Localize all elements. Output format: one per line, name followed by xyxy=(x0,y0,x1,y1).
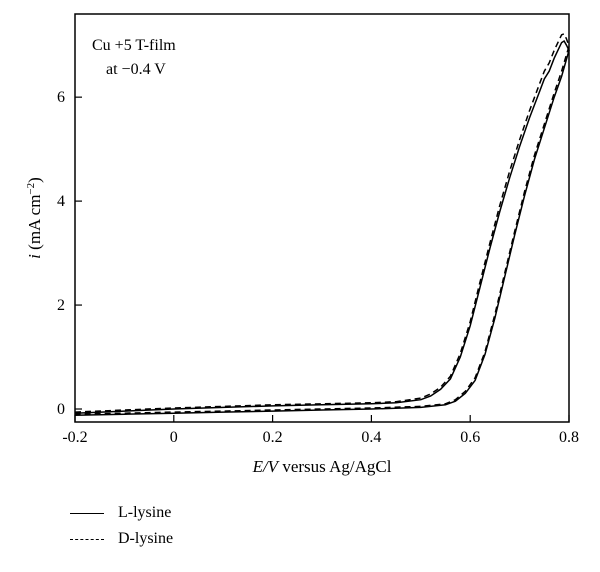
series-line-d-lysine xyxy=(74,32,570,415)
y-tick-label: 2 xyxy=(57,297,65,314)
y-tick-label: 0 xyxy=(57,401,65,418)
legend-label-d-lysine: D-lysine xyxy=(118,530,174,547)
series-group xyxy=(74,32,570,416)
legend-solid-line-swatch xyxy=(70,512,104,514)
annotation-line-2: at −0.4 V xyxy=(106,61,166,78)
plot-frame xyxy=(74,13,570,423)
y-axis-title: i (mA cm−2) xyxy=(25,177,44,259)
legend-label-l-lysine: L-lysine xyxy=(118,504,172,521)
x-tick-label: 0.8 xyxy=(559,429,579,446)
x-tick-label: 0.6 xyxy=(460,429,480,446)
legend-item-l-lysine: L-lysine xyxy=(70,500,173,526)
legend-dashed-line-swatch xyxy=(70,538,104,540)
y-tick-label: 4 xyxy=(57,193,65,210)
axis-ticks: -0.2 0 0.2 0.4 0.6 0.8 0 2 4 6 xyxy=(57,89,579,446)
x-tick-label: 0.4 xyxy=(361,429,381,446)
x-axis-title: E/V versus Ag/AgCl xyxy=(252,457,392,476)
x-tick-label: -0.2 xyxy=(62,429,87,446)
legend-item-d-lysine: D-lysine xyxy=(70,526,173,552)
annotation-line-1: Cu +5 T-film xyxy=(92,37,176,54)
series-line-l-lysine xyxy=(74,39,570,416)
legend: L-lysine D-lysine xyxy=(70,500,173,552)
x-tick-label: 0.2 xyxy=(263,429,283,446)
x-tick-label: 0 xyxy=(170,429,178,446)
y-tick-label: 6 xyxy=(57,89,65,106)
